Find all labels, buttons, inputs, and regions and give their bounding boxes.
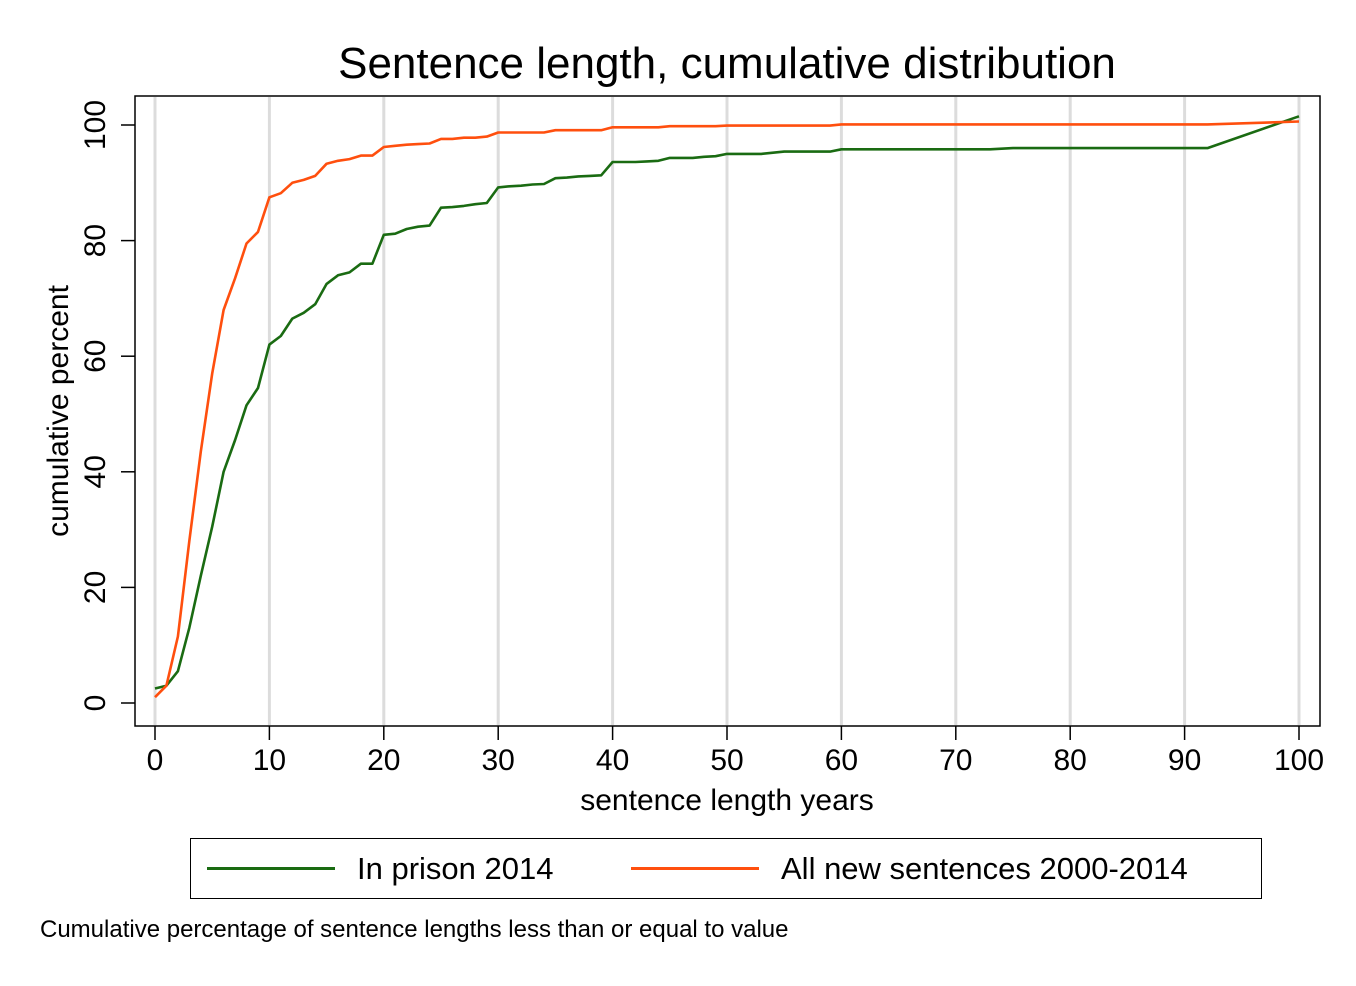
y-tick-label-60: 60	[79, 340, 112, 373]
legend-item-in-prison-2014: In prison 2014	[207, 839, 553, 898]
x-tick-label-40: 40	[596, 744, 629, 777]
legend-swatch-all-new-sentences	[631, 867, 759, 870]
x-tick-label-80: 80	[1054, 744, 1087, 777]
x-tick-label-100: 100	[1274, 744, 1324, 777]
y-tick-label-80: 80	[79, 224, 112, 257]
x-tick-label-30: 30	[482, 744, 515, 777]
legend-item-all-new-sentences: All new sentences 2000-2014	[631, 839, 1188, 898]
x-tick-label-60: 60	[825, 744, 858, 777]
series-lines	[154, 115, 1300, 699]
x-axis-label: sentence length years	[580, 784, 874, 817]
series-line-in-prison-2014	[154, 115, 1300, 690]
chart-legend: In prison 2014 All new sentences 2000-20…	[190, 838, 1262, 899]
y-axis-label: cumulative percent	[42, 284, 75, 536]
x-tick-label-90: 90	[1168, 744, 1201, 777]
chart-caption: Cumulative percentage of sentence length…	[40, 916, 789, 943]
legend-label-in-prison-2014: In prison 2014	[357, 850, 554, 886]
series-line-all-new-sentences	[154, 120, 1300, 699]
y-tick-label-100: 100	[79, 100, 112, 150]
y-tick-label-40: 40	[79, 455, 112, 488]
legend-label-all-new-sentences: All new sentences 2000-2014	[781, 850, 1188, 886]
y-tick-label-20: 20	[79, 571, 112, 604]
x-tick-label-0: 0	[147, 744, 164, 777]
chart-title: Sentence length, cumulative distribution	[338, 39, 1116, 88]
x-tick-label-20: 20	[367, 744, 400, 777]
axes: 0 10 20 30 40 50 60 70 80 90 100 0 20 40 60 80 100	[79, 100, 1324, 777]
y-tick-label-0: 0	[79, 695, 112, 712]
x-tick-label-50: 50	[710, 744, 743, 777]
x-tick-label-70: 70	[939, 744, 972, 777]
x-tick-label-10: 10	[253, 744, 286, 777]
legend-swatch-in-prison-2014	[207, 867, 335, 870]
grid-lines	[153, 97, 1301, 725]
